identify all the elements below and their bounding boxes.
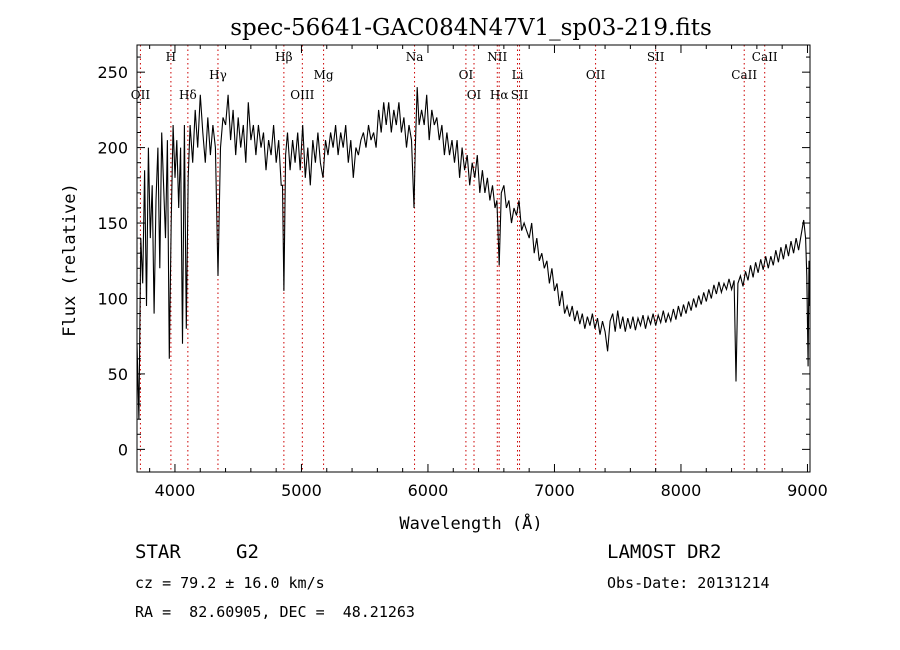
y-tick-label-0: 0 (118, 440, 128, 459)
y-tick-label-1: 50 (108, 365, 128, 384)
obs-date-text: Obs-Date: 20131214 (607, 574, 770, 592)
line-label-3: Hγ (209, 68, 227, 82)
y-tick-label-4: 200 (97, 139, 128, 158)
line-label-1: H (166, 50, 176, 64)
y-tick-label-5: 250 (97, 63, 128, 82)
object-class: STAR (135, 541, 181, 563)
line-label-6: Mg (314, 68, 334, 82)
line-label-12: Li (512, 68, 524, 82)
x-tick-label-1: 5000 (281, 481, 322, 500)
line-label-15: SII (647, 50, 665, 64)
line-label-17: CaII (752, 50, 778, 64)
coordinates-text: RA = 82.60905, DEC = 48.21263 (135, 603, 415, 621)
line-label-14: OII (586, 68, 606, 82)
chart-title: spec-56641-GAC084N47V1_sp03-219.fits (230, 15, 712, 41)
line-label-2: Hδ (179, 88, 197, 102)
object-subclass: G2 (236, 541, 259, 563)
x-tick-label-2: 6000 (408, 481, 449, 500)
x-axis: 4000 5000 6000 7000 8000 9000 (149, 45, 828, 500)
plot-frame (136, 44, 811, 473)
spectrum-line (136, 87, 811, 420)
redshift-text: cz = 79.2 ± 16.0 km/s (135, 574, 325, 592)
line-label-4: Hβ (275, 50, 292, 64)
x-axis-label: Wavelength (Å) (399, 512, 542, 534)
x-tick-label-3: 7000 (534, 481, 575, 500)
line-label-11: Hα (490, 88, 509, 102)
line-label-16: CaII (731, 68, 757, 82)
spectral-line-markers (139, 45, 766, 472)
line-label-8: OI (459, 68, 474, 82)
y-tick-label-2: 100 (97, 289, 128, 308)
line-label-0: OII (131, 88, 151, 102)
line-label-7: Na (406, 50, 424, 64)
x-tick-label-0: 4000 (155, 481, 196, 500)
line-label-5: OIII (290, 88, 314, 102)
y-tick-label-3: 150 (97, 214, 128, 233)
x-tick-label-4: 8000 (661, 481, 702, 500)
line-label-13: SII (511, 88, 529, 102)
y-axis: 0 50 100 150 200 250 (97, 56, 810, 459)
y-axis-label: Flux (relative) (60, 183, 80, 337)
survey-name: LAMOST DR2 (607, 541, 722, 563)
line-label-9: OI (467, 88, 482, 102)
x-tick-label-5: 9000 (787, 481, 828, 500)
line-label-10: NII (487, 50, 507, 64)
